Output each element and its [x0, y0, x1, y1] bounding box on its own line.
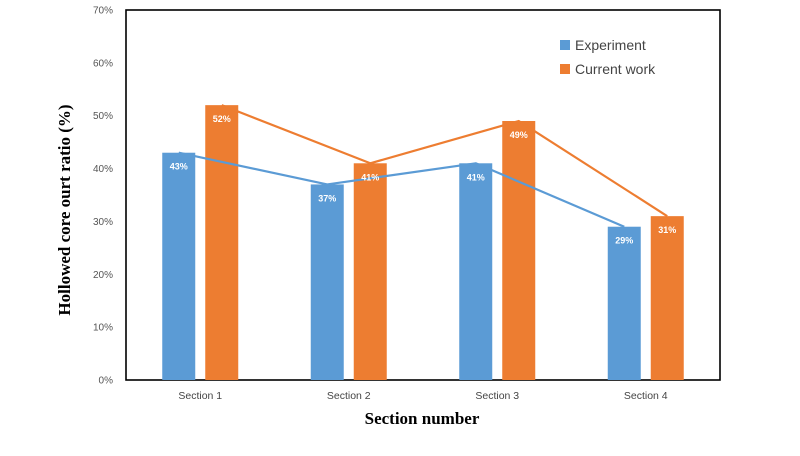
bar — [502, 121, 536, 380]
bar — [650, 216, 684, 380]
data-label: 41% — [467, 172, 485, 182]
series-line — [178, 151, 625, 228]
category-label: Section 1 — [178, 390, 222, 402]
series-line — [221, 104, 668, 218]
y-tick-label: 70% — [93, 6, 113, 17]
y-tick-label: 50% — [93, 111, 113, 122]
data-label: 43% — [170, 162, 188, 172]
legend-label: Experiment — [575, 37, 646, 53]
bar — [459, 163, 493, 380]
bar — [353, 163, 387, 380]
bar — [607, 226, 641, 380]
legend: Experiment Current work — [560, 37, 656, 77]
bar — [205, 105, 239, 381]
data-labels: 43% 52% 37% 41% 41% 49% 29% 31% — [170, 114, 677, 246]
data-label: 52% — [213, 114, 231, 124]
y-tick-label: 30% — [93, 217, 113, 228]
data-label: 37% — [318, 193, 336, 203]
series-lines — [178, 104, 668, 228]
category-label: Section 4 — [624, 390, 668, 402]
category-label: Section 3 — [475, 390, 519, 402]
data-label: 49% — [510, 130, 528, 140]
category-label: Section 2 — [327, 390, 371, 402]
data-label: 31% — [658, 225, 676, 235]
legend-swatch — [560, 64, 570, 74]
plot-frame — [125, 9, 721, 381]
bars — [162, 105, 684, 381]
bar — [310, 184, 344, 380]
y-tick-label: 20% — [93, 270, 113, 281]
y-axis-title: Hollowed core ourt ratio (%) — [55, 104, 74, 315]
y-tick-label: 10% — [93, 323, 113, 334]
y-tick-labels: 0% 10% 20% 30% 40% 50% 60% 70% — [93, 6, 113, 387]
y-tick-label: 40% — [93, 164, 113, 175]
data-label: 29% — [615, 236, 633, 246]
legend-label: Current work — [575, 61, 656, 77]
legend-swatch — [560, 40, 570, 50]
x-axis-title: Section number — [365, 409, 480, 428]
data-label: 41% — [361, 172, 379, 182]
bar — [162, 152, 196, 380]
category-labels: Section 1 Section 2 Section 3 Section 4 — [178, 390, 667, 402]
y-tick-label: 0% — [99, 376, 114, 387]
y-tick-label: 60% — [93, 58, 113, 69]
